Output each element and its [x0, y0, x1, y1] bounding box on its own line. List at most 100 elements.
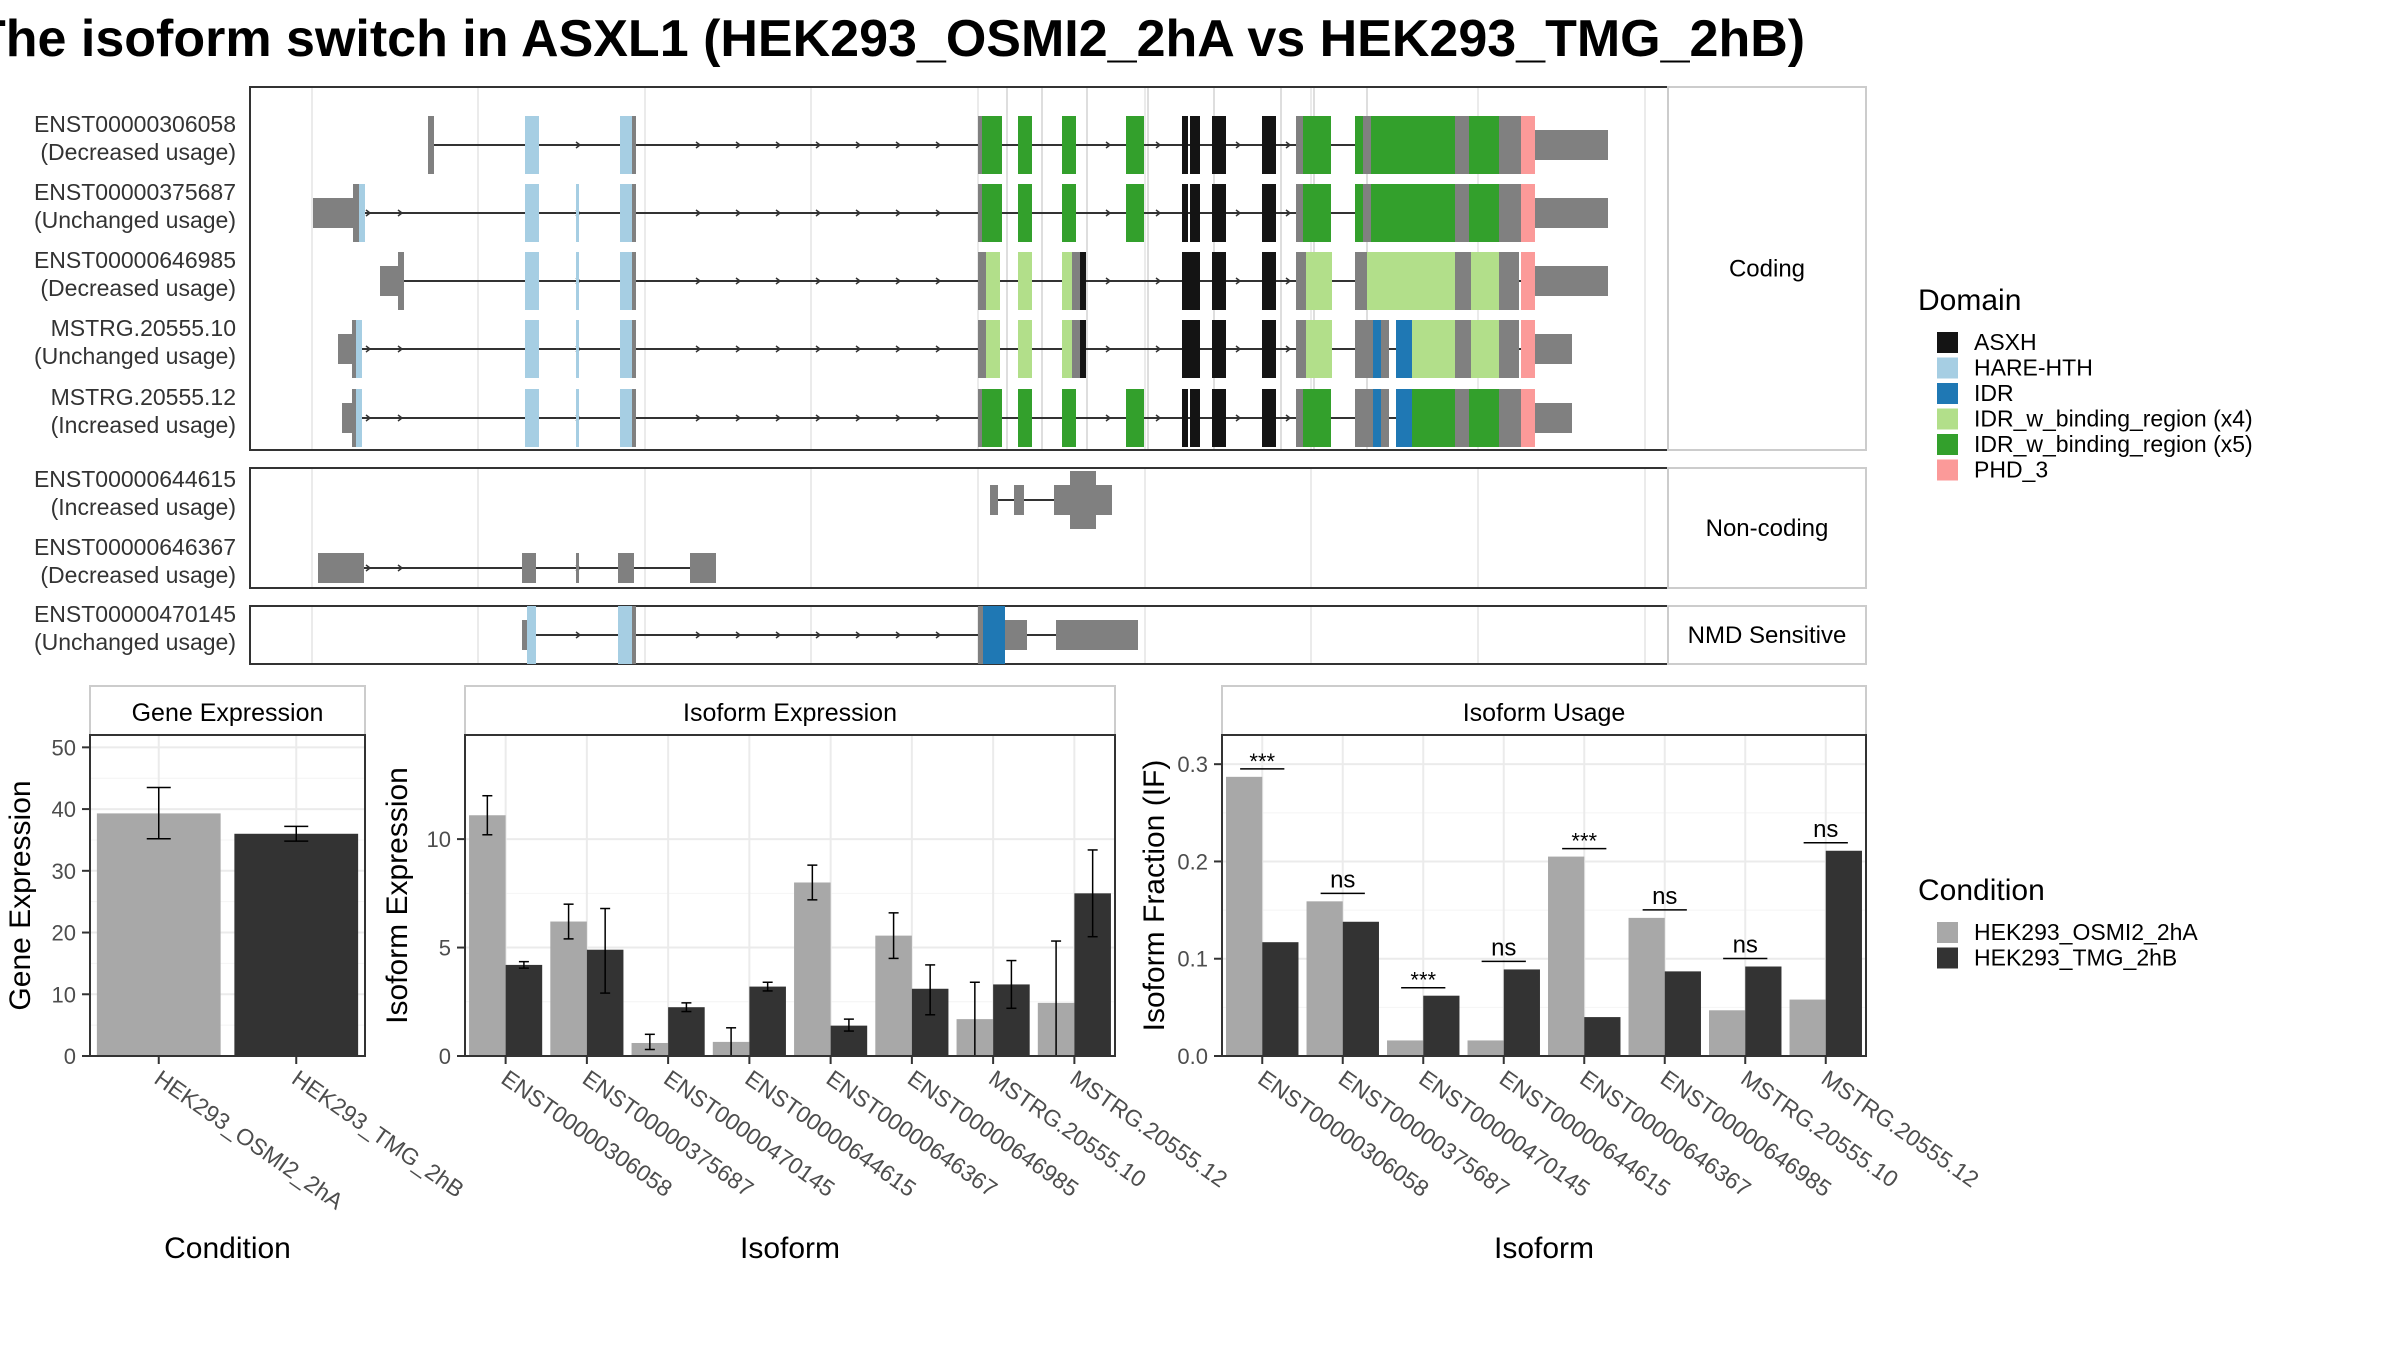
intron-direction-arrow — [895, 414, 902, 422]
bar-osmi2 — [1789, 999, 1826, 1056]
significance-label: *** — [1410, 968, 1436, 993]
exon-segment — [1455, 252, 1471, 310]
domain-legend-label: IDR_w_binding_region (x5) — [1974, 431, 2253, 457]
intron-direction-arrow — [735, 345, 742, 353]
exon-segment — [576, 252, 579, 310]
exon-column-guide — [1147, 87, 1149, 450]
exon-segment — [1306, 252, 1332, 310]
exon-segment — [1090, 485, 1112, 515]
intron-direction-arrow — [1155, 141, 1162, 149]
isoform-usage-label: (Decreased usage) — [40, 139, 236, 165]
intron-direction-arrow — [1285, 345, 1292, 353]
exon-segment — [1056, 620, 1138, 650]
intron-direction-arrow — [895, 209, 902, 217]
intron-direction-arrow — [775, 345, 782, 353]
chart-title: Gene Expression — [132, 699, 324, 727]
exon-segment — [1190, 184, 1200, 242]
legends: DomainASXHHARE-HTHIDRIDR_w_binding_regio… — [1918, 284, 2253, 971]
intron-direction-arrow — [895, 345, 902, 353]
structure-panel-non-coding: Non-coding ENST00000644615(Increased usag… — [34, 466, 1867, 589]
exon-segment — [1373, 389, 1381, 447]
intron-direction-arrow — [1105, 414, 1112, 422]
intron-direction-arrow — [365, 209, 372, 217]
exon-segment — [576, 389, 579, 447]
exon-segment — [525, 116, 539, 174]
exon-segment — [1381, 389, 1389, 447]
bar-tmg — [505, 964, 543, 1056]
domain-legend-label: IDR_w_binding_region (x4) — [1974, 406, 2253, 432]
bar-gene-expression — [234, 833, 359, 1056]
exon-segment — [1355, 184, 1363, 242]
exon-segment — [356, 389, 362, 447]
intron-direction-arrow — [815, 141, 822, 149]
intron-direction-arrow — [695, 414, 702, 422]
exon-segment — [978, 320, 986, 378]
exon-segment — [632, 320, 636, 378]
intron-direction-arrow — [935, 631, 942, 639]
intron-direction-arrow — [775, 209, 782, 217]
intron-direction-arrow — [397, 564, 404, 572]
intron-direction-arrow — [1155, 345, 1162, 353]
x-axis-title: Isoform — [740, 1232, 840, 1265]
intron-direction-arrow — [895, 277, 902, 285]
exon-segment — [1262, 320, 1276, 378]
y-axis-title: Isoform Expression — [381, 767, 414, 1024]
exon-segment — [982, 184, 1002, 242]
exon-segment — [1018, 389, 1032, 447]
exon-segment — [690, 553, 716, 583]
intron-direction-arrow — [365, 414, 372, 422]
isoform-id-label: ENST00000470145 — [34, 601, 236, 627]
exon-segment — [522, 620, 527, 650]
domain-legend-swatch — [1937, 434, 1958, 455]
exon-segment — [1521, 389, 1535, 447]
exon-segment — [1535, 198, 1608, 228]
exon-segment — [1018, 184, 1032, 242]
intron-direction-arrow — [365, 564, 372, 572]
exon-segment — [1521, 252, 1535, 310]
intron-direction-arrow — [935, 209, 942, 217]
facet-strip — [1667, 605, 1867, 665]
isoform-id-label: ENST00000646367 — [34, 534, 236, 560]
bar-tmg — [1503, 969, 1540, 1056]
exon-segment — [1371, 116, 1455, 174]
domain-legend-label: ASXH — [1974, 329, 2037, 355]
exon-segment — [576, 184, 579, 242]
significance-label: *** — [1249, 749, 1275, 774]
exon-segment — [1355, 389, 1363, 447]
intron-direction-arrow — [1235, 277, 1242, 285]
exon-segment — [1072, 320, 1080, 378]
exon-segment — [1535, 403, 1572, 433]
expression-bar-charts: Gene Expression01020304050HEK293_OSMI2_2… — [4, 685, 1984, 1265]
exon-segment — [1212, 389, 1226, 447]
y-tick-label: 10 — [427, 827, 451, 852]
exon-segment — [576, 553, 579, 583]
transcript-row: ENST00000306058(Decreased usage) — [34, 111, 1608, 174]
domain-legend-label: HARE-HTH — [1974, 355, 2093, 381]
exon-segment — [983, 606, 1005, 664]
exon-segment — [1303, 389, 1331, 447]
domain-legend: DomainASXHHARE-HTHIDRIDR_w_binding_regio… — [1918, 284, 2253, 483]
exon-segment — [1182, 320, 1200, 378]
exon-segment — [632, 184, 636, 242]
x-axis-title: Condition — [164, 1232, 291, 1265]
exon-segment — [1126, 389, 1144, 447]
intron-direction-arrow — [935, 277, 942, 285]
intron-direction-arrow — [815, 345, 822, 353]
y-tick-label: 10 — [52, 982, 76, 1007]
exon-segment — [1080, 320, 1086, 378]
y-tick-label: 0.2 — [1177, 849, 1208, 874]
exon-segment — [1182, 184, 1188, 242]
bar-osmi2 — [1306, 901, 1343, 1056]
y-axis-title: Isoform Fraction (IF) — [1138, 760, 1171, 1032]
condition-legend-swatch — [1937, 922, 1958, 943]
intron-direction-arrow — [695, 277, 702, 285]
intron-direction-arrow — [1235, 345, 1242, 353]
exon-segment — [632, 116, 636, 174]
intron-direction-arrow — [1155, 414, 1162, 422]
transcript-row: MSTRG.20555.12(Increased usage) — [51, 384, 1572, 447]
exon-segment — [1212, 320, 1226, 378]
intron-direction-arrow — [695, 345, 702, 353]
exon-segment — [1303, 184, 1331, 242]
